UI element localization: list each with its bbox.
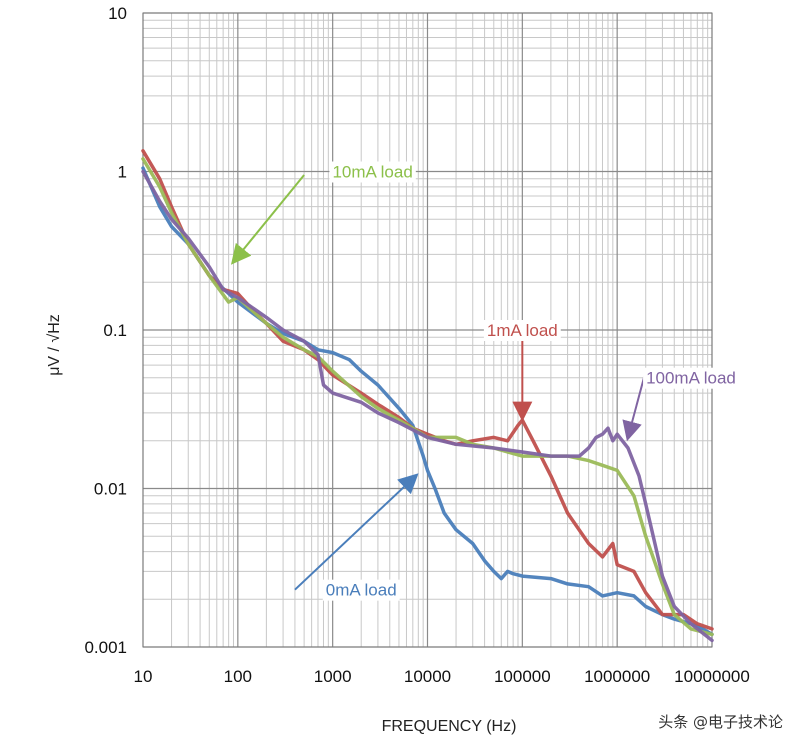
x-tick-label: 10000000: [674, 667, 750, 686]
annotation-label: 10mA load: [332, 163, 412, 182]
x-axis-title: FREQUENCY (Hz): [382, 718, 517, 735]
y-tick-label: 1: [118, 163, 127, 182]
x-tick-label: 1000: [314, 667, 352, 686]
annotation-label: 0mA load: [326, 581, 397, 600]
watermark-text: 头条 @电子技术论: [658, 713, 783, 731]
y-tick-label: 0.1: [103, 321, 127, 340]
annotation-label: 1mA load: [487, 321, 558, 340]
annotation-label-bg: [483, 320, 561, 341]
series-lines: [141, 149, 714, 643]
annotations: 10mA load 1mA load 100mA load 0mA load: [230, 161, 739, 601]
y-tick-label: 0.001: [84, 638, 127, 657]
y-tick-label: 0.01: [94, 480, 127, 499]
y-axis-title: μV / √Hz: [46, 314, 63, 376]
annotation-arrow: [294, 473, 419, 591]
series-line-10ma-load: [141, 157, 714, 637]
x-tick-label: 10: [134, 667, 153, 686]
y-tick-label: 10: [108, 4, 127, 23]
annotation-label-bg: [322, 579, 400, 601]
annotation-label-bg: [643, 367, 739, 389]
annotation-arrow: [622, 370, 647, 442]
x-tick-label: 1000000: [584, 667, 650, 686]
annotation-arrow: [230, 174, 305, 265]
x-tick-label: 10000: [404, 667, 451, 686]
x-tick-label: 100: [224, 667, 252, 686]
series-line-100ma-load: [141, 169, 714, 643]
x-tick-label: 100000: [494, 667, 551, 686]
annotation-label: 100mA load: [646, 369, 736, 388]
annotation-label-bg: [329, 161, 416, 183]
plot-area-border: [142, 12, 713, 648]
tick-labels: 10 100 1000 10000 100000 1000000 10000000 0.001…: [84, 4, 749, 686]
